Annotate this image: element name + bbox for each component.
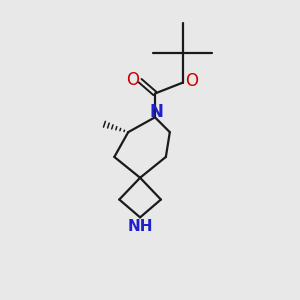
Text: NH: NH xyxy=(127,219,153,234)
Text: N: N xyxy=(150,103,164,122)
Text: O: O xyxy=(126,71,139,89)
Text: O: O xyxy=(185,72,198,90)
